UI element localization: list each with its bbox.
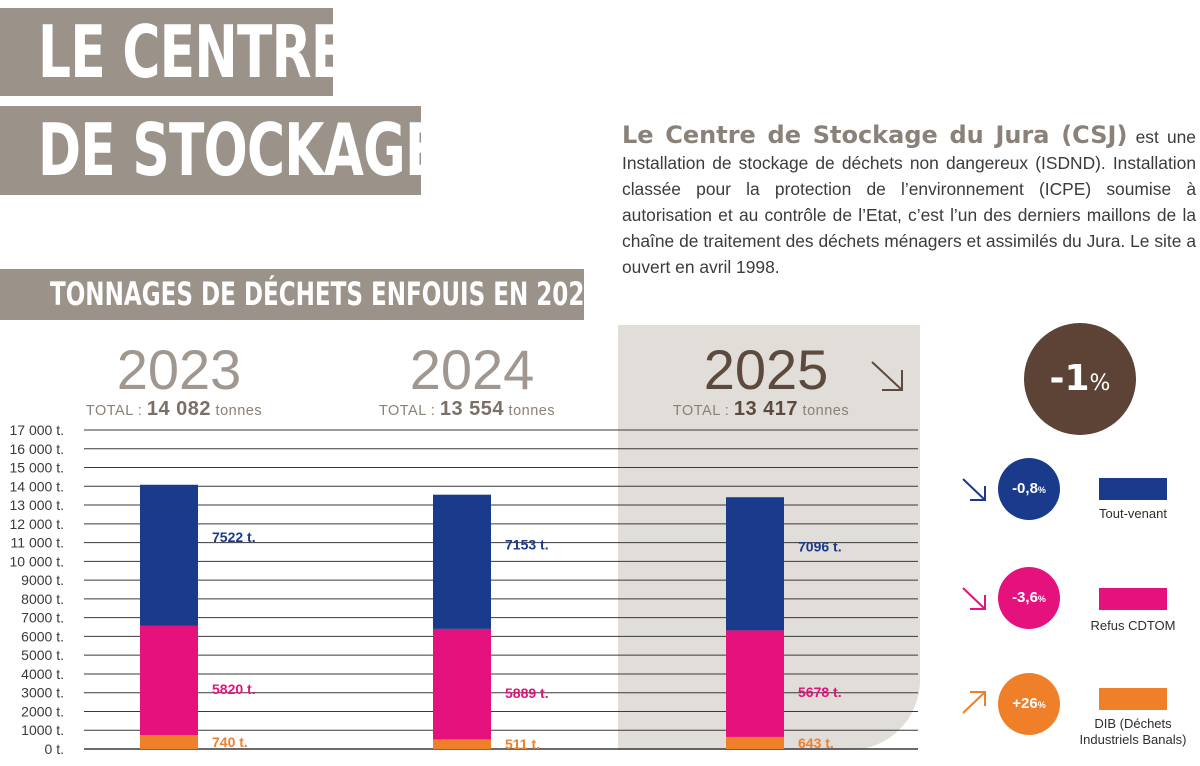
y-tick-label: 11 000 t. [11,535,64,551]
bar-2025-series-2 [726,497,784,631]
y-tick-label: 5000 t. [21,647,64,663]
total-2025: TOTAL : 13 417 tonnes [672,398,850,420]
y-tick-label: 17 000 t. [10,422,65,438]
arrow-up-right-icon [962,691,986,714]
y-tick-label: 9000 t. [21,572,64,588]
tout-venant-label: Tout-venant [1099,506,1167,521]
tout-venant-change-badge: -0,8% [998,458,1060,520]
dib-swatch [1099,688,1167,710]
data-label: 5820 t. [212,681,256,697]
data-label: 7096 t. [798,539,842,555]
total-2024: TOTAL : 13 554 tonnes [378,398,556,420]
subtitle-band: TONNAGES DE DÉCHETS ENFOUIS EN 2025 : [0,269,618,320]
dib-change-badge: +26% [998,673,1060,735]
data-label: 7522 t. [212,529,256,545]
y-tick-label: 0 t. [45,741,64,757]
data-label: 643 t. [798,735,834,751]
y-tick-label: 4000 t. [21,666,64,682]
title-line-1: LE CENTRE [0,8,346,96]
bar-2024-series-0 [433,739,491,749]
arrow-down-right-icon [962,587,986,610]
y-tick-label: 12 000 t. [10,516,65,532]
dib-label: DIB (Déchets Industriels Banals) [1079,716,1187,747]
bar-2025-series-0 [726,736,784,749]
overall-change-badge: -1% [1024,323,1136,435]
data-label: 7153 t. [505,536,549,552]
y-tick-label: 14 000 t. [10,478,65,494]
arrow-down-right-icon [871,361,903,391]
y-tick-label: 10 000 t. [10,553,65,569]
y-tick-label: 1000 t. [21,722,64,738]
stacked-bar-chart: 0 t. 1000 t. 2000 t. 3000 t. 4000 t. 5000 t. 6… [10,422,918,757]
year-2024: 2024 [409,338,535,401]
y-tick-label: 15 000 t. [10,460,65,476]
data-label: 5678 t. [798,684,842,700]
intro-lead: Le Centre de Stockage du Jura (CSJ) [622,121,1128,149]
y-tick-label: 6000 t. [21,628,64,644]
data-label: 740 t. [212,734,248,750]
y-tick-label: 8000 t. [21,591,64,607]
arrow-down-right-icon [962,478,986,501]
refus-cdtom-swatch [1099,588,1167,610]
bar-2023-series-0 [140,735,198,749]
bar-2023-series-1 [140,625,198,736]
data-label: 511 t. [505,736,540,752]
year-2023: 2023 [116,338,242,401]
bar-2024-series-2 [433,494,491,629]
y-tick-label: 16 000 t. [10,441,65,457]
y-tick-label: 7000 t. [21,610,64,626]
bar-2024-series-1 [433,628,491,740]
refus-cdtom-label: Refus CDTOM [1090,618,1176,633]
bar-2025-series-1 [726,630,784,737]
refus-cdtom-change-badge: -3,6% [998,567,1060,629]
bar-2023-series-2 [140,484,198,626]
y-tick-label: 13 000 t. [10,497,65,513]
title-line-2: DE STOCKAGE [0,106,440,195]
year-2025: 2025 [703,338,829,401]
y-tick-label: 2000 t. [21,703,64,719]
tout-venant-swatch [1099,478,1167,500]
intro-body: est une Installation de stockage de déch… [622,127,1196,277]
intro-text: Le Centre de Stockage du Jura (CSJ) est … [622,122,1196,280]
y-tick-label: 3000 t. [21,685,64,701]
total-2023: TOTAL : 14 082 tonnes [85,398,263,420]
data-label: 5889 t. [505,685,549,701]
